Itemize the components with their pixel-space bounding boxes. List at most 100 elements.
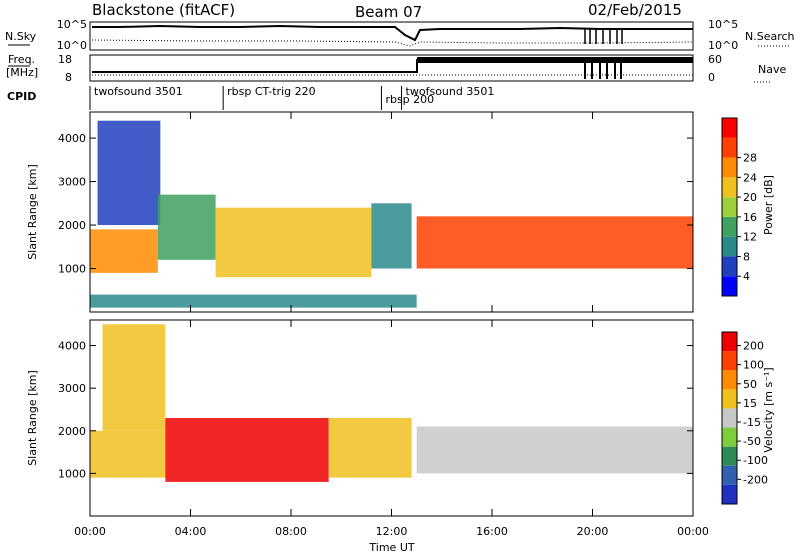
freq-high-band	[417, 57, 693, 63]
freq-label-line2: [MHz]	[6, 66, 38, 79]
velocity-colorbar-swatch-3	[722, 427, 737, 447]
velocity-colorbar-swatch-6	[722, 370, 737, 390]
nsearch-tick-top: 10^5	[708, 18, 738, 31]
cpid-segment-label-2: rbsp 200	[385, 93, 434, 106]
freq-tick-bottom: 8	[65, 71, 72, 84]
velocity-ytick-label-1: 2000	[58, 425, 86, 438]
velocity-colorbar: 200 100 50 15 -15 -50 -100 -200	[721, 331, 768, 505]
nave-label: Nave	[758, 63, 786, 76]
velocity-colorbar-tick-label-2: 50	[743, 378, 757, 391]
power-colorbar-tick-label-6: 28	[743, 152, 757, 165]
nsearch-label: N.Search	[745, 30, 795, 43]
velocity-colorbar-label: Velocity [m s⁻¹]	[762, 367, 775, 452]
power-colorbar-swatch-5	[722, 177, 737, 198]
power-panel: 1000 2000 3000 4000	[58, 111, 694, 313]
power-yticks: 1000 2000 3000 4000	[58, 132, 693, 276]
power-ytick-label-1: 2000	[58, 219, 86, 232]
velocity-colorbar-frame	[721, 331, 738, 505]
power-band-4	[371, 203, 412, 269]
x-tick-label-1: 04:00	[175, 525, 207, 538]
power-colorbar-tick-label-1: 8	[743, 250, 750, 263]
power-colorbar-frame	[721, 117, 738, 297]
nsearch-tick-bottom: 10^0	[708, 39, 738, 52]
velocity-band-3	[328, 418, 412, 478]
power-colorbar-swatch-7	[722, 137, 737, 158]
power-band-0	[90, 229, 158, 273]
x-tick-label-0: 00:00	[74, 525, 106, 538]
power-xticks	[89, 112, 694, 312]
velocity-band-4	[416, 426, 693, 474]
velocity-colorbar-tick-label-6: -100	[743, 454, 768, 467]
x-tick-label-2: 08:00	[275, 525, 307, 538]
power-colorbar-tick-label-2: 12	[743, 231, 757, 244]
x-tick-label-6: 00:00	[677, 525, 709, 538]
power-colorbar-tick-label-0: 4	[743, 270, 750, 283]
freq-nave-panel	[89, 54, 694, 82]
nsky-panel-frame	[89, 21, 694, 51]
x-tick-label-3: 12:00	[376, 525, 408, 538]
velocity-panel: 1000 2000 3000 4000	[58, 319, 694, 517]
freq-tick-top: 18	[58, 53, 72, 66]
power-ytick-label-2: 3000	[58, 176, 86, 189]
power-colorbar-tick-label-4: 20	[743, 191, 757, 204]
power-colorbar-label: Power [dB]	[762, 175, 775, 235]
power-band-3	[215, 207, 372, 278]
velocity-colorbar-tick-label-5: -50	[743, 435, 761, 448]
velocity-ytick-label-0: 1000	[58, 467, 86, 480]
velocity-colorbar-swatch-5	[722, 389, 737, 409]
velocity-ytick-label-2: 3000	[58, 382, 86, 395]
nsearch-spikes	[584, 29, 623, 44]
nsky-label: N.Sky	[5, 30, 37, 43]
power-ylabel: Slant Range [km]	[26, 164, 39, 260]
power-ytick-label-0: 1000	[58, 263, 86, 276]
velocity-band-0	[90, 430, 166, 478]
power-colorbar-tick-label-5: 24	[743, 171, 757, 184]
velocity-xticks	[89, 320, 694, 516]
power-bands	[90, 120, 693, 308]
velocity-colorbar-tick-label-7: -200	[743, 473, 768, 486]
velocity-colorbar-tick-label-0: 200	[743, 340, 764, 353]
velocity-colorbar-swatch-4	[722, 408, 737, 428]
station-title: Blackstone (fitACF)	[92, 1, 235, 19]
velocity-yticks: 1000 2000 3000 4000	[58, 340, 693, 480]
velocity-colorbar-swatch-0	[722, 484, 737, 504]
velocity-colorbar-swatch-1	[722, 465, 737, 485]
power-colorbar-swatch-0	[722, 276, 737, 296]
power-colorbar-swatch-1	[722, 256, 737, 277]
cpid-segment-label-1: rbsp CT-trig 220	[227, 85, 315, 98]
power-colorbar-swatch-6	[722, 157, 737, 178]
x-tick-label-4: 16:00	[476, 525, 508, 538]
power-band-6	[90, 294, 417, 308]
power-colorbar-tick-label-3: 16	[743, 211, 757, 224]
velocity-colorbar-tick-label-1: 100	[743, 359, 764, 372]
power-ytick-label-3: 4000	[58, 132, 86, 145]
velocity-colorbar-tick-label-3: 15	[743, 397, 757, 410]
velocity-band-1	[102, 324, 166, 431]
nsearch-trace	[91, 39, 694, 47]
power-colorbar-swatch-2	[722, 236, 737, 257]
freq-panel-frame	[89, 54, 694, 82]
velocity-colorbar-tick-label-4: -15	[743, 416, 761, 429]
cpid-label: CPID	[7, 90, 36, 103]
nsky-tick-bottom: 10^0	[57, 39, 87, 52]
cpid-segment-label-3: twofsound 3501	[406, 85, 495, 98]
power-colorbar-swatch-8	[722, 118, 737, 138]
freq-spikes	[584, 57, 622, 79]
power-colorbar: 4 8 12 16 20 24 28	[721, 117, 757, 297]
nsky-trace	[92, 24, 693, 42]
power-colorbar-swatch-3	[722, 216, 737, 237]
power-band-2	[157, 194, 216, 260]
x-axis-label: Time UT	[368, 541, 414, 554]
cpid-segment-label-0: twofsound 3501	[94, 85, 183, 98]
power-band-1	[97, 120, 161, 226]
nsky-nsearch-panel	[89, 21, 694, 51]
velocity-colorbar-swatch-8	[722, 332, 737, 352]
x-tick-label-5: 20:00	[577, 525, 609, 538]
power-colorbar-swatch-4	[722, 197, 737, 217]
freq-label-line1: Freq.	[8, 53, 35, 66]
velocity-ylabel: Slant Range [km]	[26, 370, 39, 466]
velocity-ytick-label-3: 4000	[58, 340, 86, 353]
nave-tick-bottom: 0	[708, 71, 715, 84]
